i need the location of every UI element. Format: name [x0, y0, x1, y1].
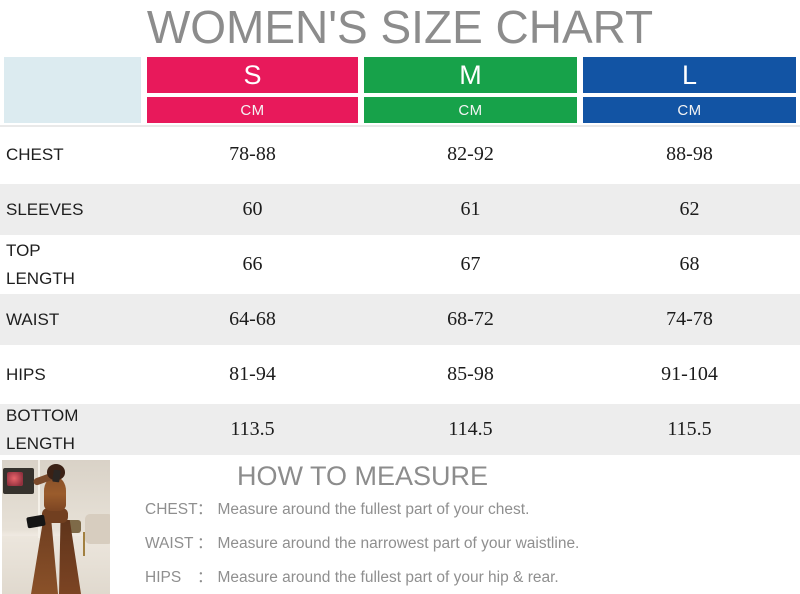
row-value-s: 64-68 [229, 308, 276, 330]
row-value-l: 88-98 [666, 143, 713, 165]
measure-line-waist: WAIST： Measure around the narrowest part … [145, 534, 579, 554]
row-value-m: 68-72 [447, 308, 494, 330]
table-row-sleeves: SLEEVES 60 61 62 [0, 182, 800, 237]
row-value-l: 74-78 [666, 308, 713, 330]
row-value-s: 113.5 [230, 418, 275, 441]
row-value-m: 61 [460, 198, 481, 220]
photo-chair [85, 514, 110, 544]
measure-heading: HOW TO MEASURE [236, 461, 489, 491]
row-value-m: 82-92 [447, 143, 494, 165]
row-value-s: 81-94 [229, 363, 276, 385]
row-value-s: 66 [242, 253, 263, 276]
unit-label-l: CM [677, 101, 702, 119]
size-header-m: M [364, 57, 577, 93]
row-label: SLEEVES [6, 199, 84, 219]
unit-cell-l: CM [583, 97, 796, 123]
size-label-m: M [459, 59, 482, 90]
measure-line-chest: CHEST： Measure around the fullest part of… [145, 500, 529, 520]
photo-model-hips [42, 508, 68, 523]
row-value-s: 60 [242, 198, 263, 220]
table-row-hips: HIPS 81-94 85-98 91-104 [0, 347, 800, 402]
page-title: WOMEN'S SIZE CHART [146, 1, 654, 53]
table-row-bottom-length: BOTTOM LENGTH 113.5 114.5 115.5 [0, 402, 800, 457]
row-value-m: 85-98 [447, 363, 494, 385]
size-table-body: CHEST 78-88 82-92 88-98 SLEEVES 60 61 62… [0, 125, 800, 457]
table-row-waist: WAIST 64-68 68-72 74-78 [0, 292, 800, 347]
corner-cell [4, 57, 141, 123]
measure-line-label: WAIST [145, 535, 194, 552]
photo-model-torso [44, 477, 66, 511]
measure-line-label: CHEST [145, 501, 198, 518]
size-table: S M L CM CM CM CHEST 78-88 82-92 [0, 57, 800, 457]
unit-label-s: CM [240, 101, 265, 119]
unit-label-m: CM [458, 101, 483, 119]
row-value-l: 68 [679, 253, 700, 276]
row-value-s: 78-88 [229, 143, 276, 165]
measure-line-colon: ： [197, 535, 213, 552]
row-label: CHEST [6, 144, 64, 164]
row-value-l: 62 [679, 198, 700, 220]
measure-line-text: Measure around the fullest part of your … [217, 501, 530, 518]
size-label-l: L [681, 59, 698, 90]
measure-line-label: HIPS [145, 569, 182, 586]
row-label: HIPS [6, 364, 46, 384]
photo-tv-image [7, 472, 23, 486]
measure-line-text: Measure around the narrowest part of you… [217, 535, 580, 552]
size-header-s: S [147, 57, 358, 93]
unit-cell-s: CM [147, 97, 358, 123]
row-label: TOP LENGTH [6, 241, 75, 288]
photo-mirror-edge [38, 460, 40, 538]
row-value-m: 114.5 [448, 418, 493, 441]
row-label: WAIST [6, 309, 60, 329]
unit-cell-m: CM [364, 97, 577, 123]
row-value-m: 67 [460, 253, 481, 276]
photo-tv-screen [3, 468, 34, 494]
row-value-l: 115.5 [667, 418, 712, 441]
size-table-header: S M L CM CM CM [0, 57, 800, 123]
row-label: BOTTOM LENGTH [6, 406, 79, 453]
table-row-chest: CHEST 78-88 82-92 88-98 [0, 127, 800, 182]
row-value-l: 91-104 [661, 363, 718, 385]
measure-line-hips: HIPS ： Measure around the fullest part of … [145, 568, 559, 588]
table-row-top-length: TOP LENGTH 66 67 68 [0, 237, 800, 292]
product-photo [2, 460, 110, 594]
measure-line-text: Measure around the fullest part of your … [217, 569, 559, 586]
how-to-measure-section: HOW TO MEASURE CHEST： Measure around the … [0, 458, 800, 594]
size-header-l: L [583, 57, 796, 93]
measure-line-colon: ： [197, 569, 213, 586]
size-label-s: S [243, 59, 262, 90]
measure-line-colon: ： [197, 501, 213, 518]
